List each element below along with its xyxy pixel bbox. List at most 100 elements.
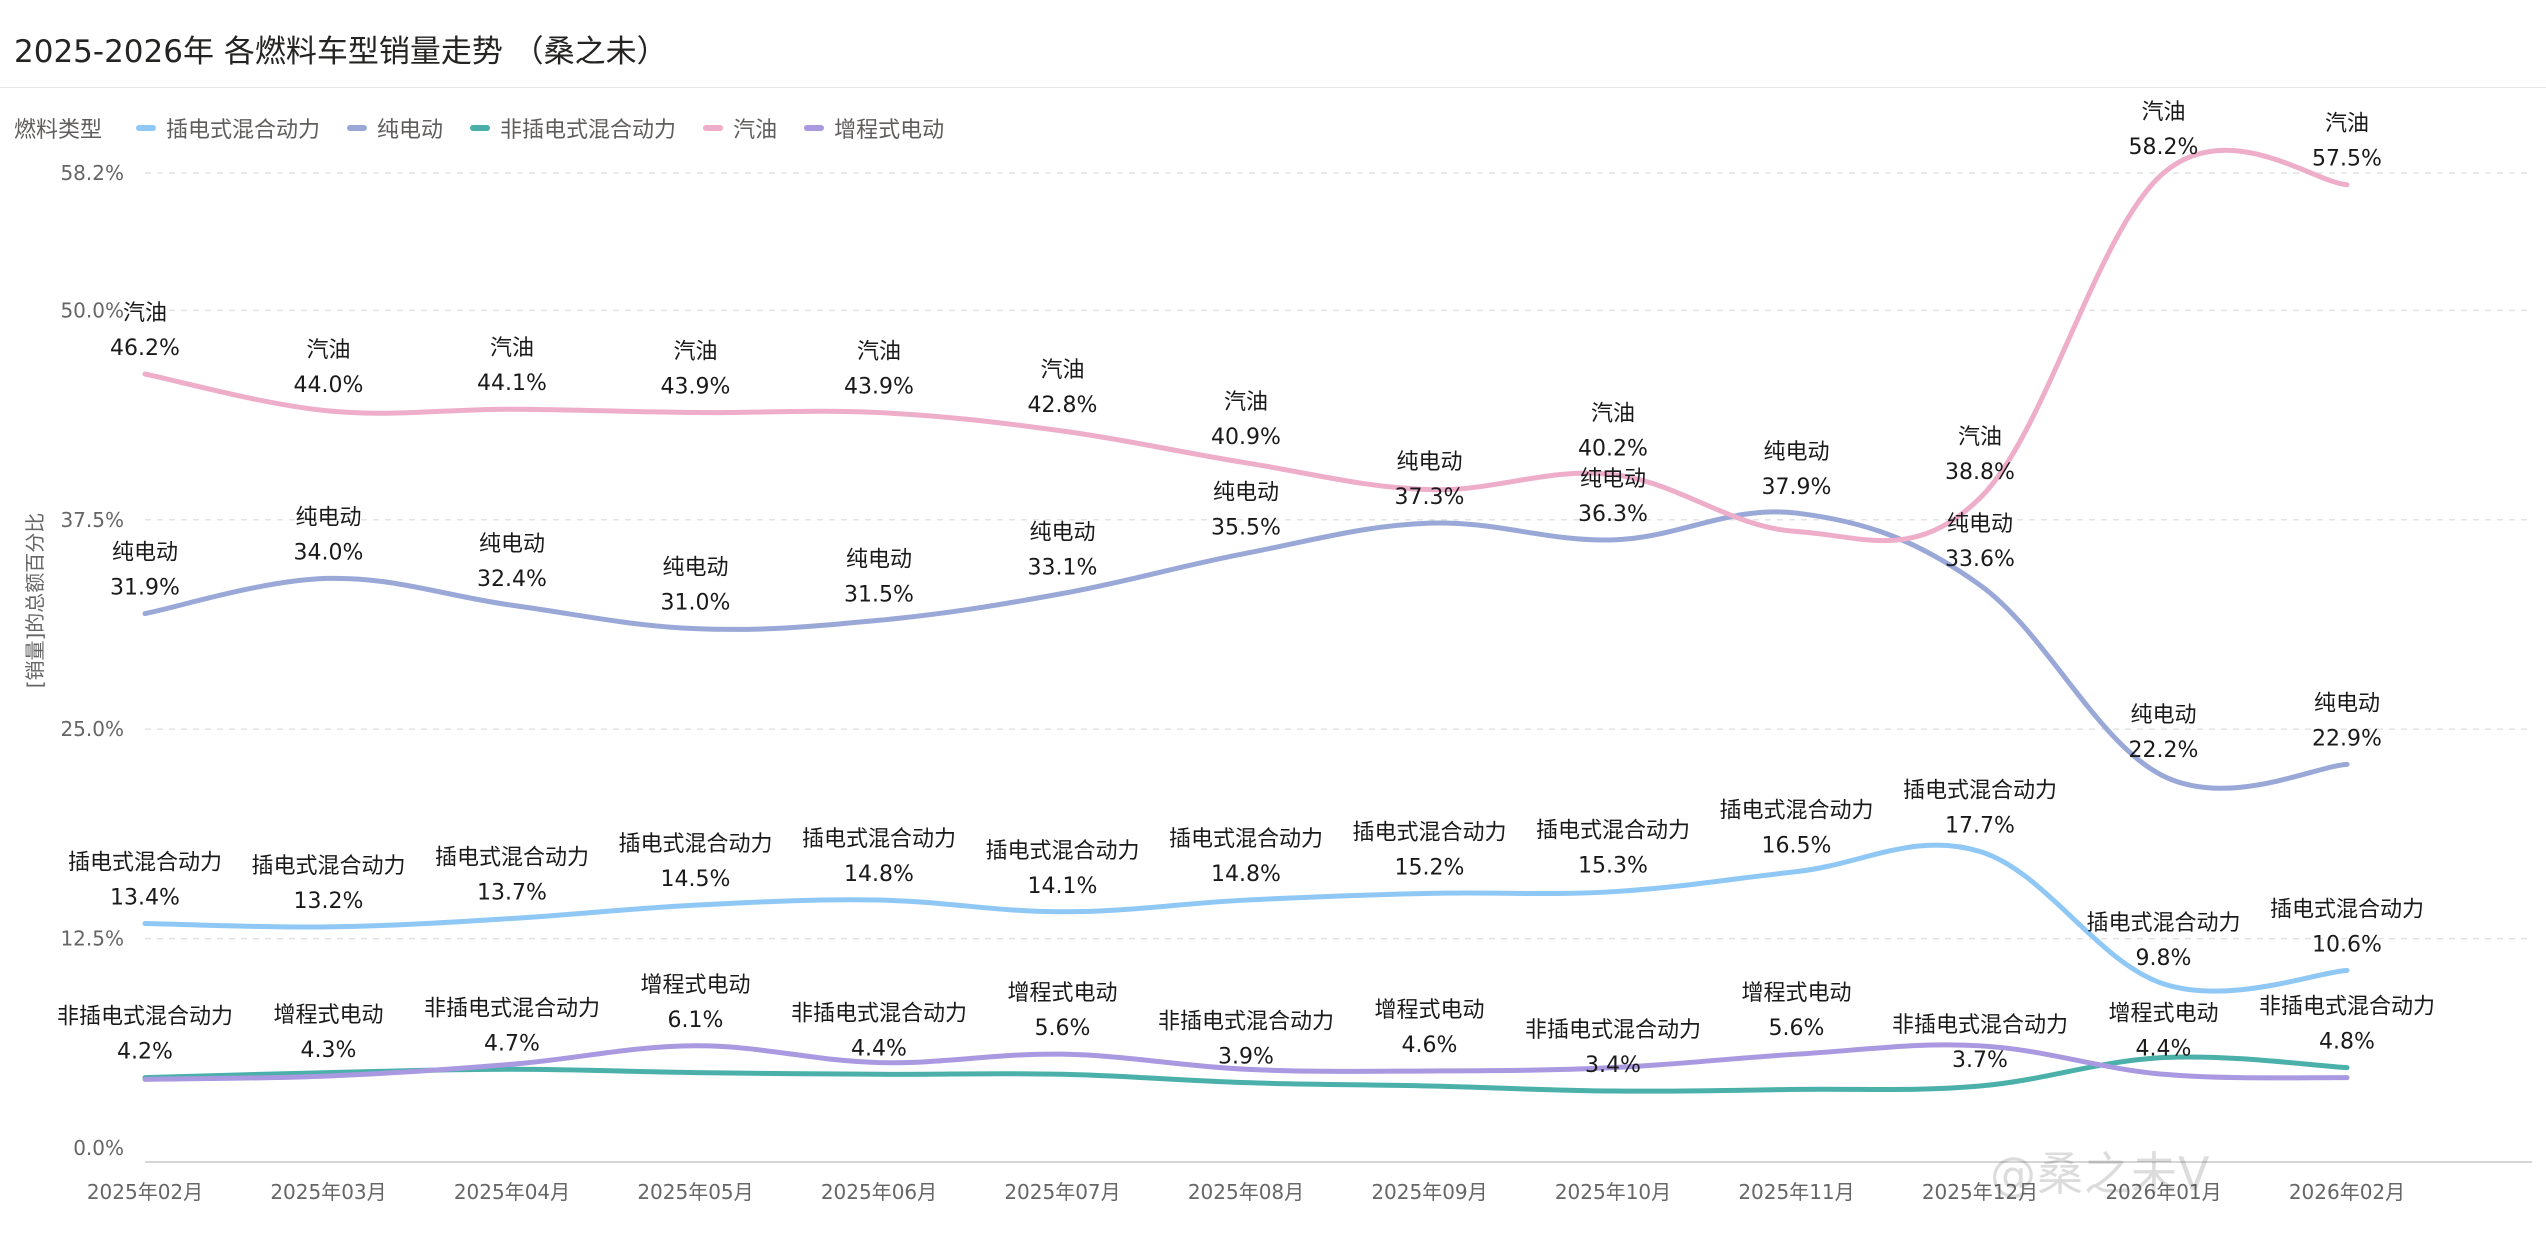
- data-label-value-hev: 4.7%: [484, 1031, 540, 1056]
- data-label-value-phev: 14.8%: [1211, 862, 1281, 887]
- data-label-name-gasoline: 汽油: [857, 340, 901, 365]
- data-label-value-erev: 4.6%: [1402, 1033, 1458, 1058]
- data-label-name-bev: 纯电动: [1029, 520, 1095, 545]
- series-line-gasoline: [142, 147, 2350, 544]
- data-label-value-hev: 4.4%: [851, 1036, 907, 1061]
- data-label-name-bev: 纯电动: [2130, 703, 2196, 728]
- data-label-value-phev: 15.3%: [1578, 854, 1648, 879]
- data-label-name-phev: 插电式混合动力: [251, 854, 405, 879]
- data-label-name-phev: 插电式混合动力: [802, 827, 956, 852]
- data-label-value-gasoline: 58.2%: [2129, 135, 2199, 160]
- legend-item-phev[interactable]: 插电式混合动力: [136, 112, 320, 144]
- data-label-value-phev: 9.8%: [2136, 946, 2192, 971]
- data-label-value-bev: 37.3%: [1395, 485, 1465, 510]
- data-label-name-bev: 纯电动: [1396, 450, 1462, 475]
- data-label-name-hev: 非插电式混合动力: [424, 996, 600, 1021]
- data-label-value-phev: 14.8%: [844, 862, 914, 887]
- data-label-value-phev: 13.7%: [477, 880, 547, 905]
- data-label-value-gasoline: 40.9%: [1211, 425, 1281, 450]
- data-label-name-bev: 纯电动: [295, 505, 361, 530]
- data-label-name-phev: 插电式混合动力: [985, 839, 1139, 864]
- data-label-name-gasoline: 汽油: [2141, 100, 2185, 125]
- data-label-value-erev: 6.1%: [668, 1008, 724, 1033]
- data-label-name-phev: 插电式混合动力: [435, 845, 589, 870]
- data-label-value-gasoline: 38.8%: [1945, 460, 2015, 485]
- data-label-value-bev: 31.0%: [661, 591, 731, 616]
- data-label-value-bev: 32.4%: [477, 567, 547, 592]
- data-label-name-gasoline: 汽油: [673, 340, 717, 365]
- y-tick-label: 12.5%: [60, 927, 124, 951]
- legend-label-gasoline: 汽油: [733, 118, 778, 143]
- data-label-name-gasoline: 汽油: [1040, 358, 1084, 383]
- legend-swatch-bev: [347, 125, 368, 131]
- x-tick-label: 2025年04月: [454, 1180, 570, 1204]
- data-label-name-hev: 非插电式混合动力: [1525, 1018, 1701, 1043]
- data-label-name-phev: 插电式混合动力: [1169, 827, 1323, 852]
- page-title: 2025-2026年 各燃料车型销量走势 （桑之未）: [14, 34, 668, 70]
- data-label-name-gasoline: 汽油: [306, 338, 350, 363]
- data-label-name-hev: 非插电式混合动力: [1158, 1010, 1334, 1035]
- data-label-name-erev: 增程式电动: [1741, 981, 1851, 1006]
- x-tick-label: 2025年10月: [1555, 1180, 1671, 1204]
- x-tick-label: 2025年06月: [821, 1180, 937, 1204]
- data-label-value-erev: 5.6%: [1769, 1016, 1825, 1041]
- data-label-name-phev: 插电式混合动力: [68, 851, 222, 876]
- legend-swatch-hev: [470, 125, 491, 131]
- data-label-value-bev: 31.9%: [110, 576, 180, 601]
- legend-swatch-phev: [136, 125, 157, 131]
- data-label-name-erev: 增程式电动: [2108, 1001, 2218, 1026]
- x-tick-label: 2026年01月: [2105, 1180, 2221, 1204]
- data-label-value-phev: 13.4%: [110, 886, 180, 911]
- data-label-name-hev: 非插电式混合动力: [791, 1001, 967, 1026]
- data-label-name-erev: 增程式电动: [273, 1003, 383, 1028]
- legend-label-hev: 非插电式混合动力: [500, 118, 677, 143]
- title-divider: [0, 87, 2546, 88]
- data-label-value-bev: 33.6%: [1945, 547, 2015, 572]
- y-tick-label: 37.5%: [60, 508, 124, 532]
- data-label-value-gasoline: 40.2%: [1578, 437, 1648, 462]
- data-label-value-gasoline: 44.0%: [294, 373, 364, 398]
- data-label-value-bev: 22.2%: [2129, 738, 2199, 763]
- data-label-name-phev: 插电式混合动力: [618, 832, 772, 857]
- data-label-name-gasoline: 汽油: [490, 336, 534, 361]
- legend-item-erev[interactable]: 增程式电动: [804, 112, 944, 144]
- data-label-value-gasoline: 46.2%: [110, 336, 180, 361]
- data-label-value-hev: 3.7%: [1952, 1048, 2008, 1073]
- series-line-bev: [142, 509, 2350, 791]
- data-label-name-gasoline: 汽油: [2325, 112, 2369, 137]
- data-label-name-gasoline: 汽油: [1591, 402, 1635, 427]
- data-label-name-bev: 纯电动: [2314, 691, 2380, 716]
- legend-item-bev[interactable]: 纯电动: [347, 112, 443, 144]
- y-tick-label: 25.0%: [60, 717, 124, 741]
- legend-label-phev: 插电式混合动力: [166, 118, 321, 143]
- data-label-value-gasoline: 44.1%: [477, 371, 547, 396]
- data-label-name-bev: 纯电动: [1947, 512, 2013, 537]
- legend-label-bev: 纯电动: [377, 118, 444, 143]
- data-label-name-phev: 插电式混合动力: [1536, 819, 1690, 844]
- series-line-hev: [142, 1054, 2350, 1094]
- legend-swatch-gasoline: [703, 125, 724, 131]
- data-label-value-gasoline: 57.5%: [2312, 147, 2382, 172]
- series-line-erev: [142, 1042, 2350, 1082]
- data-label-name-hev: 非插电式混合动力: [57, 1005, 233, 1030]
- data-label-name-bev: 纯电动: [479, 532, 545, 557]
- data-label-value-phev: 16.5%: [1762, 834, 1832, 859]
- data-label-name-phev: 插电式混合动力: [2270, 897, 2424, 922]
- data-label-value-phev: 10.6%: [2312, 932, 2382, 957]
- x-tick-label: 2025年08月: [1188, 1180, 1304, 1204]
- data-label-name-erev: 增程式电动: [1007, 981, 1117, 1006]
- data-label-value-phev: 14.1%: [1028, 874, 1098, 899]
- legend: 燃料类型 插电式混合动力 纯电动 非插电式混合动力 汽油 增程式电动: [14, 113, 971, 143]
- legend-item-hev[interactable]: 非插电式混合动力: [470, 112, 676, 144]
- x-tick-label: 2026年02月: [2289, 1180, 2405, 1204]
- data-label-value-bev: 31.5%: [844, 582, 914, 607]
- data-label-value-bev: 34.0%: [294, 540, 364, 565]
- data-label-name-bev: 纯电动: [112, 541, 178, 566]
- data-label-name-hev: 非插电式混合动力: [1892, 1013, 2068, 1038]
- data-label-name-phev: 插电式混合动力: [1352, 820, 1506, 845]
- data-label-name-phev: 插电式混合动力: [2086, 911, 2240, 936]
- legend-item-gasoline[interactable]: 汽油: [703, 112, 777, 144]
- x-tick-label: 2025年05月: [637, 1180, 753, 1204]
- data-label-value-bev: 33.1%: [1028, 555, 1098, 580]
